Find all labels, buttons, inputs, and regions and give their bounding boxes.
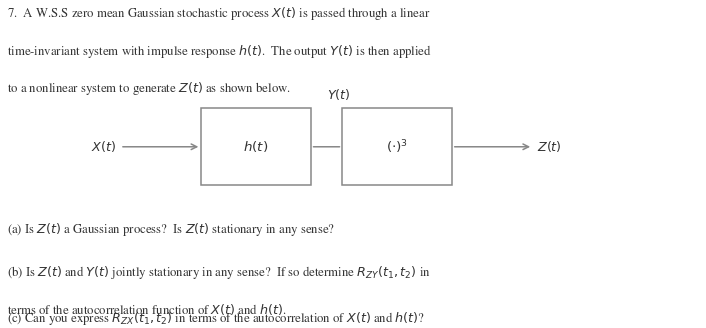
Text: 7.  A W.S.S zero mean Gaussian stochastic process $X(t)$ is passed through a lin: 7. A W.S.S zero mean Gaussian stochastic… bbox=[7, 5, 431, 22]
Text: $X(t)$: $X(t)$ bbox=[91, 139, 116, 154]
Text: time-invariant system with impulse response $h(t)$.  The output $Y(t)$ is then a: time-invariant system with impulse respo… bbox=[7, 43, 432, 60]
Text: $Y(t)$: $Y(t)$ bbox=[327, 87, 351, 102]
Bar bbox=[342, 108, 452, 185]
Text: (a) Is $Z(t)$ a Gaussian process?  Is $Z(t)$ stationary in any sense?: (a) Is $Z(t)$ a Gaussian process? Is $Z(… bbox=[7, 221, 335, 238]
Text: $Z(t)$: $Z(t)$ bbox=[537, 139, 561, 154]
Text: $(\cdot)^3$: $(\cdot)^3$ bbox=[386, 138, 408, 155]
Text: (b) Is $Z(t)$ and $Y(t)$ jointly stationary in any sense?  If so determine $R_{Z: (b) Is $Z(t)$ and $Y(t)$ jointly station… bbox=[7, 264, 431, 281]
Text: (c) Can you express $R_{ZX}(t_1,t_2)$ in terms of the autocorrelation of $X(t)$ : (c) Can you express $R_{ZX}(t_1,t_2)$ in… bbox=[7, 310, 425, 327]
Text: $h(t)$: $h(t)$ bbox=[244, 139, 268, 154]
Text: to a nonlinear system to generate $Z(t)$ as shown below.: to a nonlinear system to generate $Z(t)$… bbox=[7, 80, 291, 97]
Text: terms of the autocorrelation function of $X(t)$ and $h(t)$.: terms of the autocorrelation function of… bbox=[7, 302, 287, 317]
Bar bbox=[201, 108, 311, 185]
